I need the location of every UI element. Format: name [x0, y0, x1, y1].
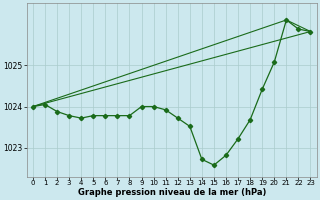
X-axis label: Graphe pression niveau de la mer (hPa): Graphe pression niveau de la mer (hPa) — [77, 188, 266, 197]
